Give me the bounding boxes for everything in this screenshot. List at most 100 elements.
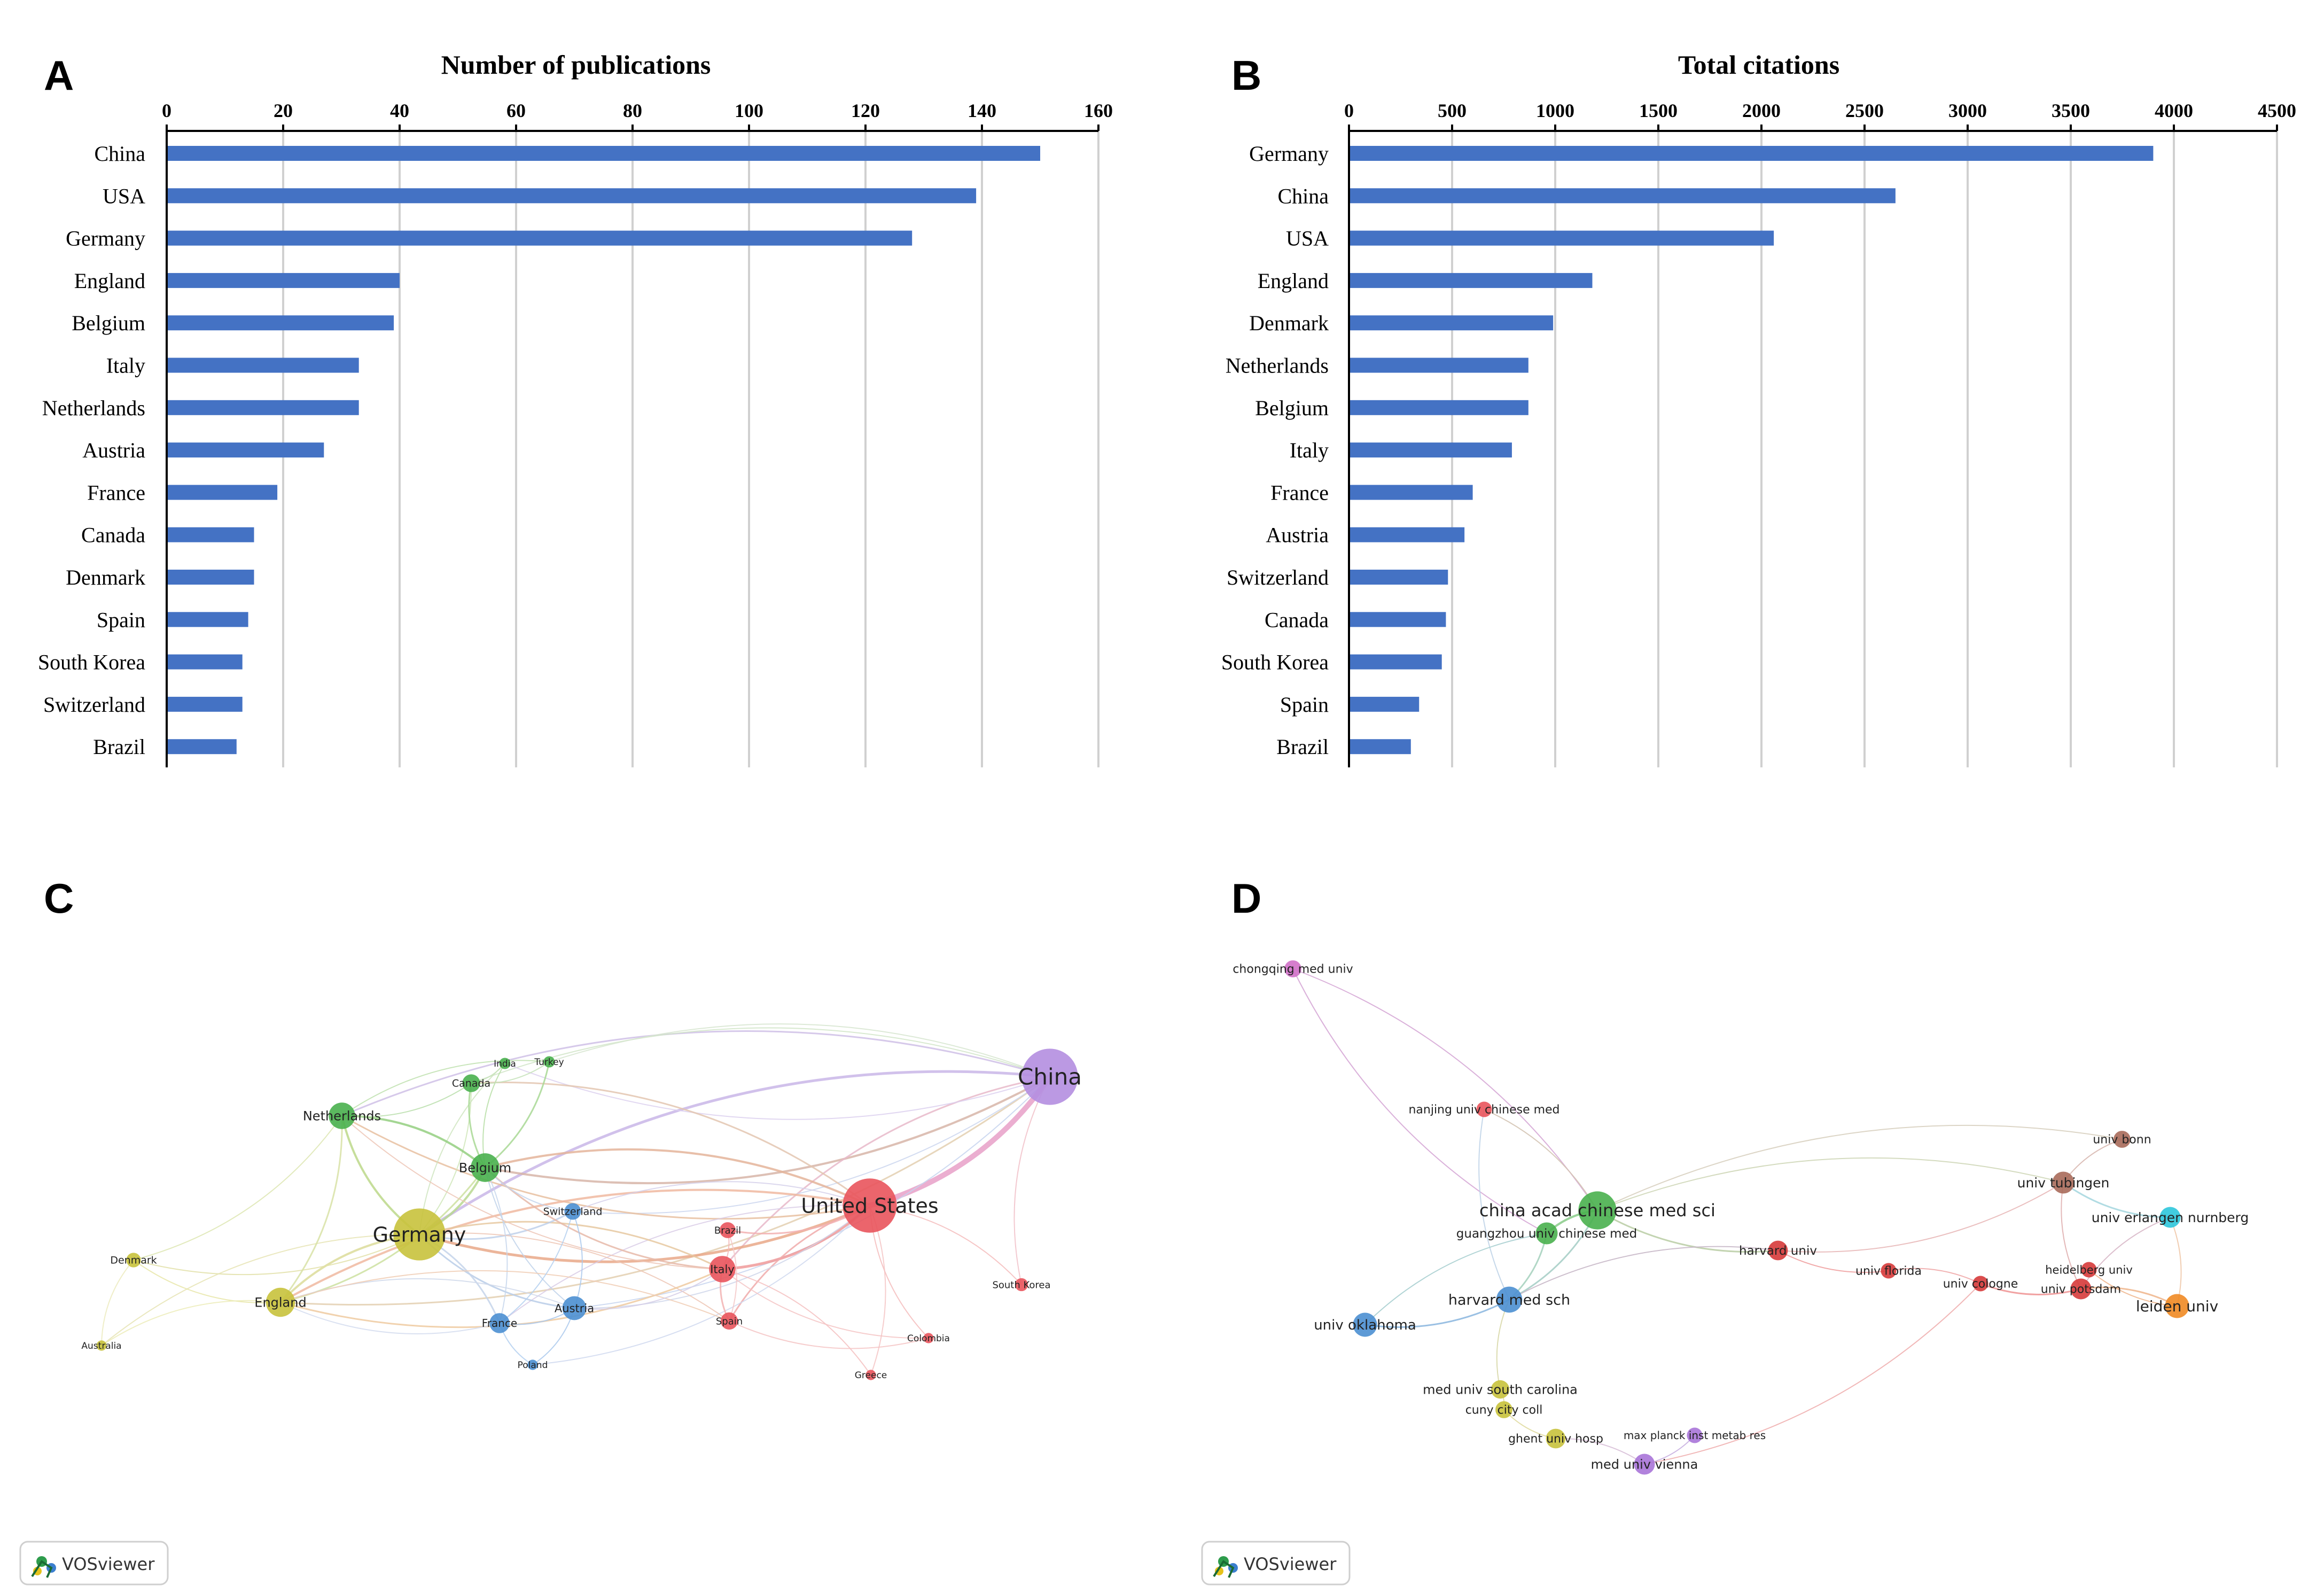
institution-link: [2062, 1182, 2171, 1218]
institution-node-label: guangzhou univ chinese med: [1456, 1227, 1637, 1241]
country-node-label: England: [254, 1295, 306, 1310]
institution-node[interactable]: [2165, 1294, 2189, 1318]
chart-b-bar: [1349, 654, 1442, 670]
country-link: [484, 1076, 1051, 1185]
institution-node-label: univ oklahoma: [1314, 1317, 1416, 1333]
institution-node[interactable]: [1578, 1191, 1617, 1230]
country-link: [499, 1205, 870, 1324]
country-node[interactable]: [499, 1058, 511, 1069]
institution-link: [2061, 1182, 2081, 1289]
country-link: [471, 1061, 550, 1084]
chart-a-bar: [167, 442, 324, 458]
country-node[interactable]: [393, 1208, 446, 1261]
institution-node[interactable]: [1284, 960, 1301, 977]
country-node[interactable]: [329, 1102, 355, 1129]
country-node[interactable]: [564, 1203, 581, 1220]
country-node[interactable]: [843, 1178, 897, 1233]
country-node[interactable]: [527, 1359, 538, 1370]
vosviewer-logo-icon: [31, 1556, 56, 1578]
country-node-label: Brazil: [714, 1225, 741, 1236]
vosviewer-badge-d[interactable]: VOSviewer: [1201, 1541, 1351, 1586]
chart-b-tick-label: 0: [1344, 100, 1354, 121]
country-network-links: [101, 1023, 1052, 1376]
country-link: [133, 1234, 420, 1276]
country-node[interactable]: [923, 1333, 934, 1343]
chart-a-category-label: Netherlands: [42, 396, 145, 420]
institution-node[interactable]: [2081, 1262, 2097, 1278]
country-node[interactable]: [489, 1313, 510, 1333]
chart-a-bars: [167, 146, 1040, 755]
institution-node[interactable]: [1634, 1454, 1655, 1475]
chart-a-category-label: Belgium: [72, 311, 145, 335]
institution-node[interactable]: [1496, 1286, 1523, 1313]
country-node[interactable]: [1021, 1048, 1078, 1105]
country-collaboration-network: China United States Germany Belgium Netherla…: [81, 1023, 1082, 1381]
country-link: [279, 1076, 1051, 1306]
institution-node[interactable]: [2159, 1207, 2181, 1228]
chart-b-category-label: Switzerland: [1227, 565, 1329, 589]
publications-bar-chart: Number of publications 0 20 40 60 80 100 120 14…: [38, 50, 1113, 767]
country-node[interactable]: [1015, 1278, 1028, 1292]
country-link: [101, 1233, 420, 1346]
country-link: [101, 1300, 281, 1346]
country-link: [101, 1260, 134, 1346]
chart-a-category-label: Switzerland: [43, 693, 145, 717]
institution-node[interactable]: [2070, 1278, 2092, 1300]
institution-node[interactable]: [2114, 1131, 2131, 1148]
country-link: [471, 1027, 1050, 1084]
chart-b-tick-label: 3000: [1948, 100, 1987, 121]
country-node[interactable]: [562, 1296, 587, 1320]
chart-a-title: Number of publications: [441, 50, 711, 80]
panel-b-letter: B: [1231, 52, 1261, 99]
country-link: [279, 1115, 343, 1303]
country-node-label: Netherlands: [303, 1108, 381, 1123]
institution-node[interactable]: [1546, 1428, 1566, 1449]
chart-a-category-label: France: [87, 480, 145, 504]
chart-a-category-label: Brazil: [93, 735, 145, 759]
country-node[interactable]: [709, 1256, 736, 1283]
chart-b-bar: [1349, 358, 1528, 373]
institution-node-label: heidelberg univ: [2045, 1263, 2133, 1276]
institution-node-label: chongqing med univ: [1233, 963, 1353, 976]
chart-b-bar: [1349, 739, 1411, 755]
vosviewer-badge-c[interactable]: VOSviewer: [19, 1541, 169, 1586]
chart-a-tick-labels: 0 20 40 60 80 100 120 140 160: [162, 100, 1113, 121]
institution-node[interactable]: [2052, 1171, 2075, 1194]
country-node[interactable]: [471, 1153, 500, 1182]
institution-node[interactable]: [1687, 1427, 1703, 1443]
chart-b-bar: [1349, 273, 1593, 288]
country-link: [721, 1076, 1051, 1270]
country-node[interactable]: [720, 1312, 738, 1330]
country-node[interactable]: [865, 1370, 876, 1380]
country-node[interactable]: [96, 1340, 107, 1351]
country-node[interactable]: [266, 1287, 295, 1317]
country-link: [341, 1115, 871, 1220]
chart-a-category-label: Canada: [81, 523, 145, 547]
institution-node[interactable]: [1535, 1222, 1558, 1245]
chart-b-bar: [1349, 400, 1528, 415]
country-node[interactable]: [126, 1253, 141, 1268]
country-node[interactable]: [462, 1074, 480, 1092]
institution-node[interactable]: [1972, 1276, 1988, 1292]
institution-link: [1364, 1299, 1510, 1328]
chart-b-category-label: Brazil: [1276, 735, 1329, 759]
chart-b-bar: [1349, 485, 1473, 500]
chart-a-bar: [167, 696, 243, 712]
chart-b-bar: [1349, 230, 1774, 246]
chart-b-category-label: Canada: [1265, 608, 1329, 632]
institution-node[interactable]: [1768, 1240, 1788, 1261]
chart-b-category-label: France: [1270, 480, 1329, 504]
chart-a-category-label: China: [94, 142, 145, 166]
institution-node[interactable]: [1476, 1101, 1492, 1117]
institution-node-label: cuny city coll: [1465, 1404, 1543, 1417]
institution-node[interactable]: [1881, 1263, 1897, 1279]
panel-a-letter: A: [44, 52, 74, 99]
country-link: [504, 1063, 1050, 1120]
country-node[interactable]: [543, 1056, 555, 1068]
institution-node[interactable]: [1353, 1312, 1377, 1337]
institution-link: [1777, 1250, 1889, 1273]
institution-node[interactable]: [1495, 1401, 1512, 1418]
country-node[interactable]: [720, 1222, 736, 1238]
chart-a-bar: [167, 230, 913, 246]
institution-node[interactable]: [1491, 1380, 1510, 1399]
